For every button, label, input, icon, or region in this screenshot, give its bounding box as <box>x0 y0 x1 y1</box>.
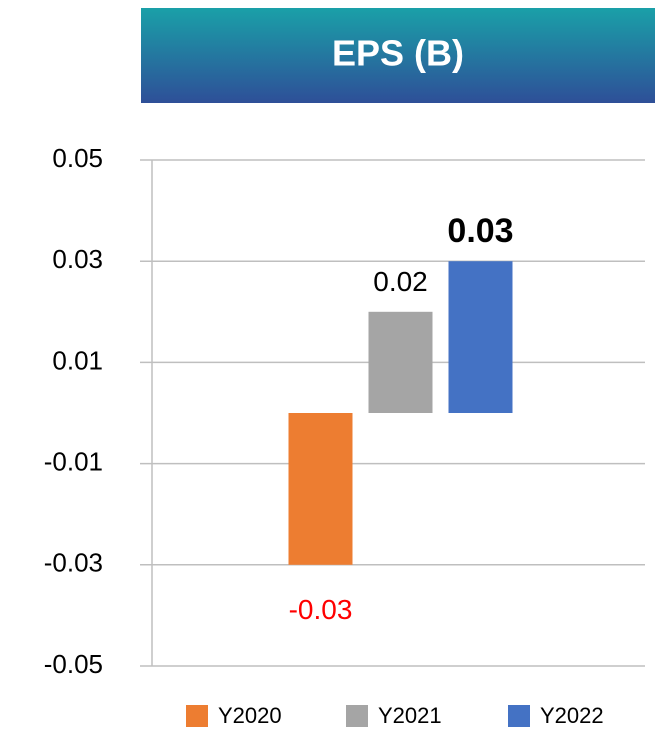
y-tick-label: 0.01 <box>52 345 103 375</box>
legend-swatch <box>508 705 530 727</box>
title-banner <box>141 8 655 103</box>
data-label: -0.03 <box>289 594 353 625</box>
y-tick-label: -0.05 <box>44 649 103 679</box>
y-tick-label: -0.01 <box>44 446 103 476</box>
legend-label: Y2020 <box>218 703 282 728</box>
chart-title: EPS (B) <box>332 33 464 74</box>
legend-swatch <box>346 705 368 727</box>
bar <box>288 413 353 565</box>
y-tick-label: 0.05 <box>52 143 103 173</box>
y-tick-label: -0.03 <box>44 548 103 578</box>
legend-label: Y2021 <box>378 703 442 728</box>
legend-label: Y2022 <box>540 703 604 728</box>
data-label: 0.02 <box>373 266 428 297</box>
y-tick-label: 0.03 <box>52 244 103 274</box>
legend-swatch <box>186 705 208 727</box>
bar <box>368 311 433 413</box>
data-label: 0.03 <box>447 212 513 250</box>
bar <box>448 261 513 413</box>
